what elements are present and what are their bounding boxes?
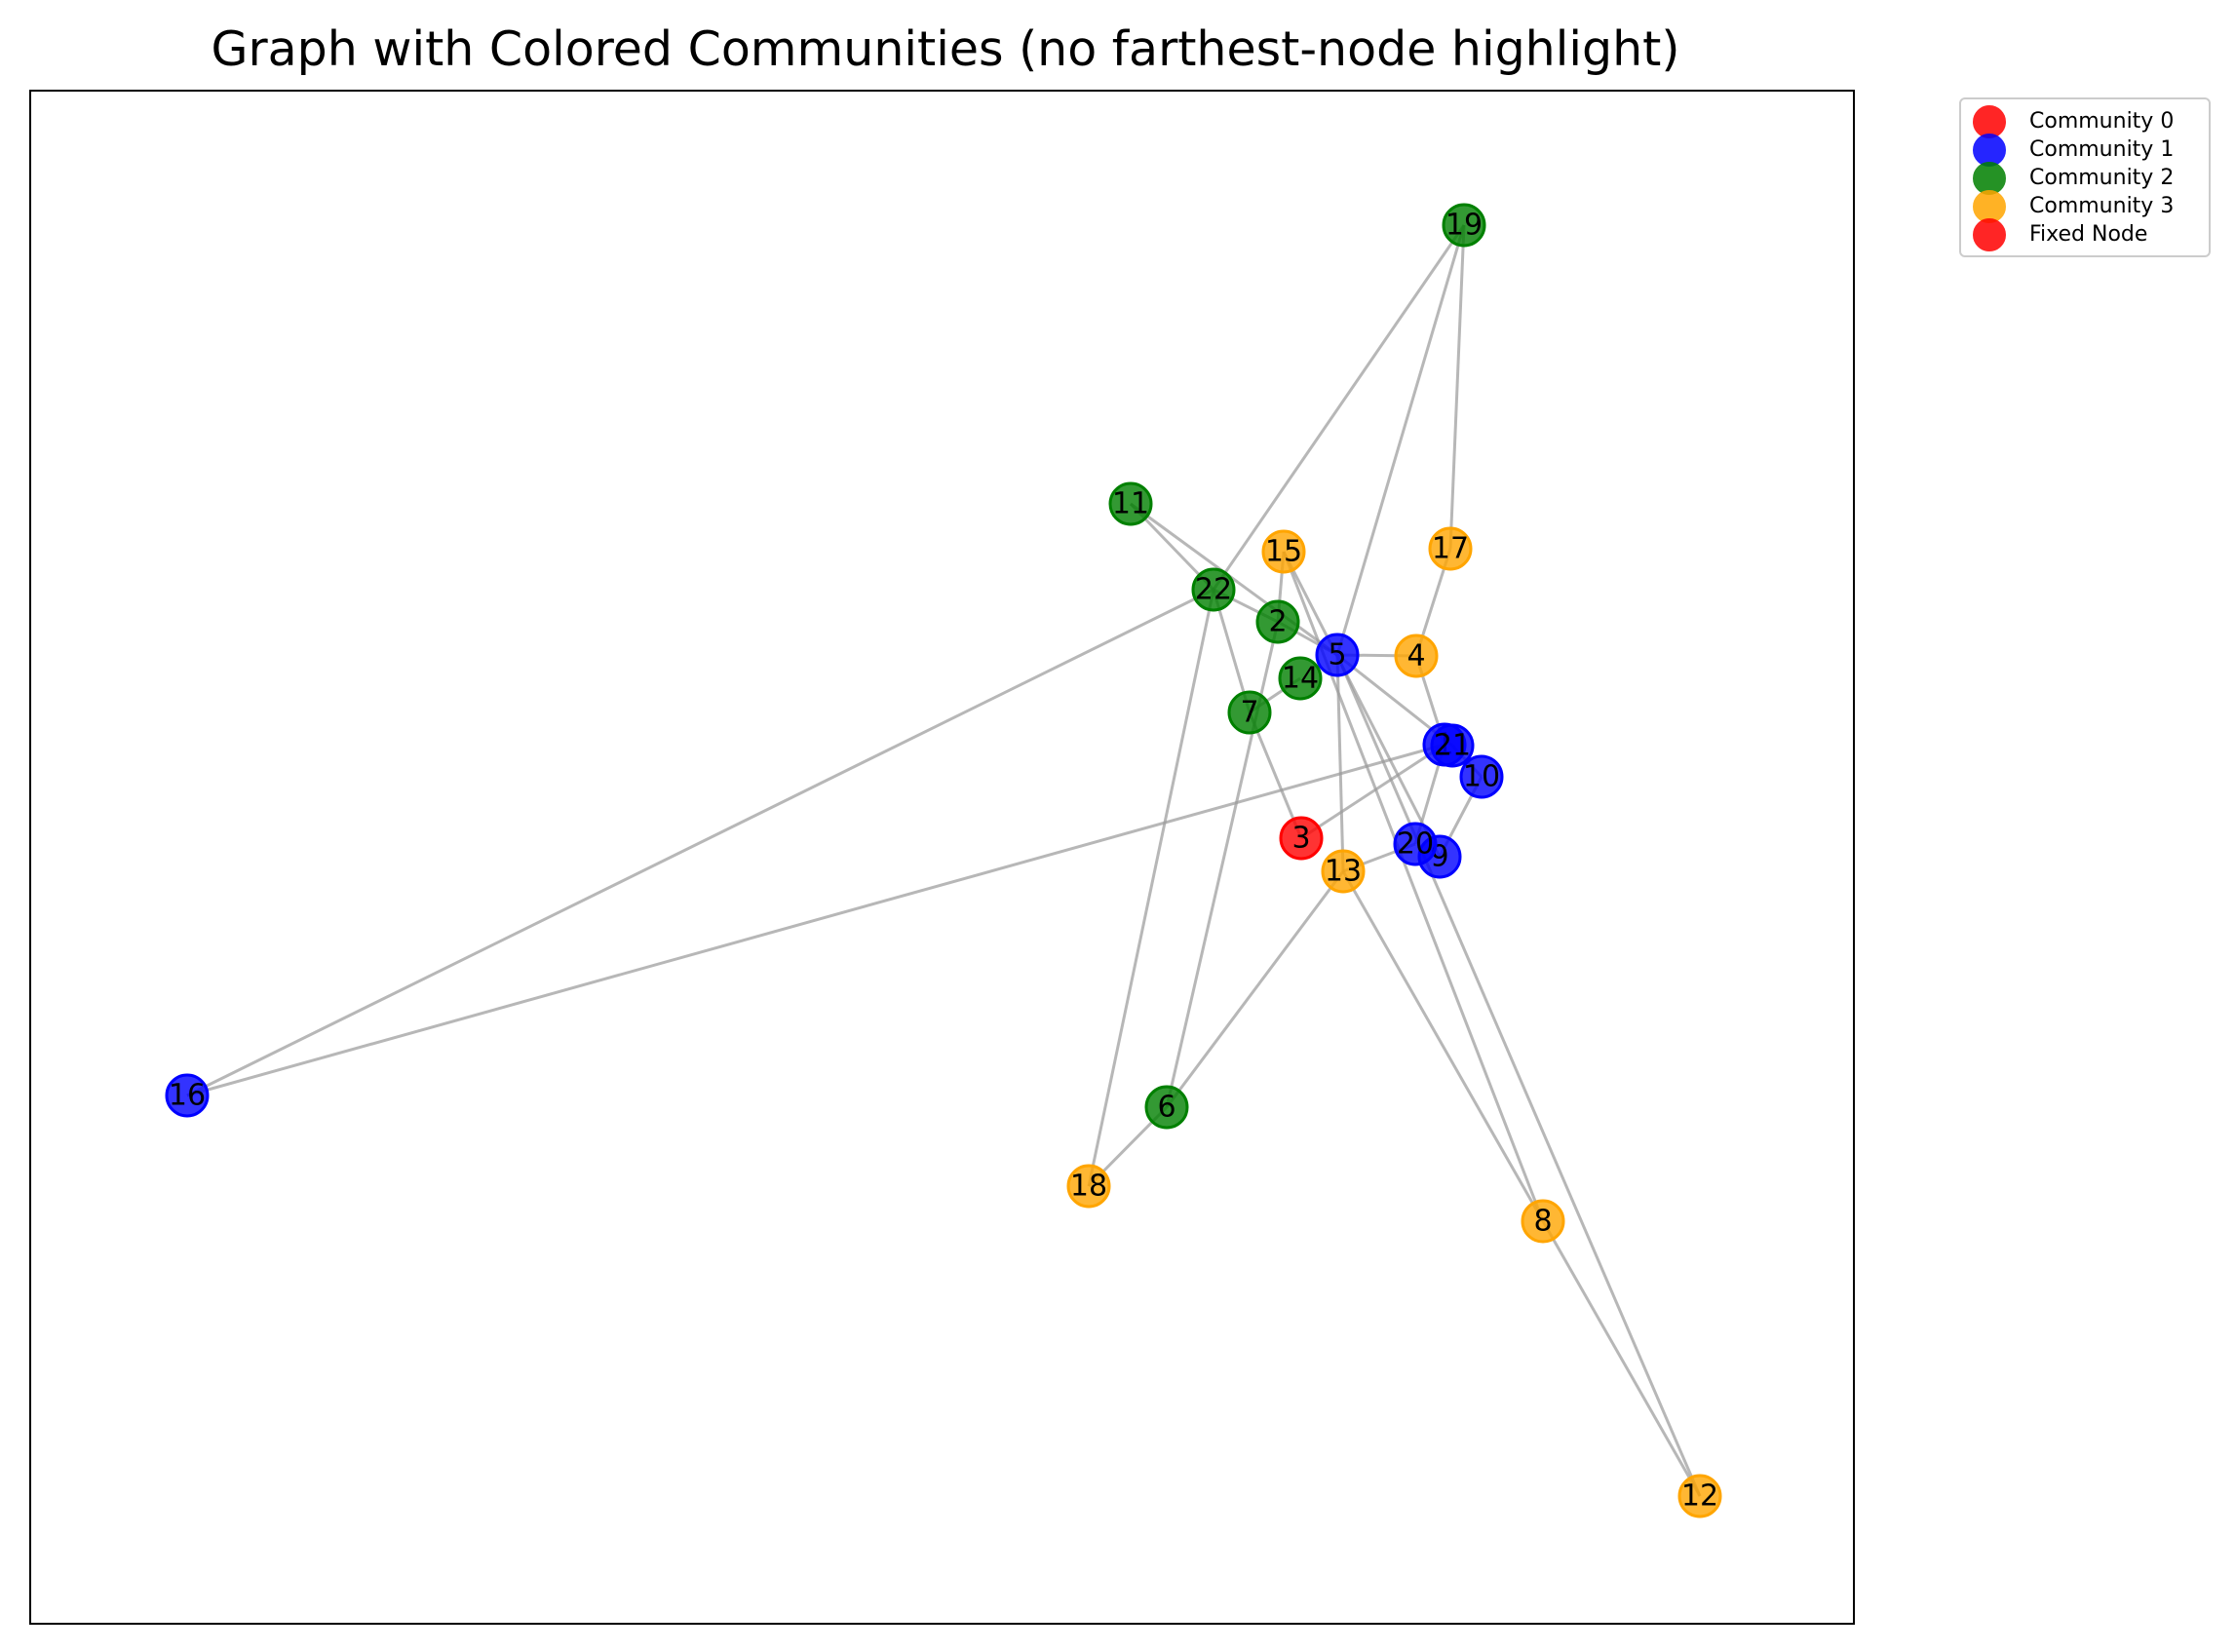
node-5: 5 [1315, 633, 1360, 677]
legend-label: Fixed Node [2029, 222, 2148, 247]
node-circle-20 [1393, 822, 1438, 866]
node-label-16: 16 [169, 1079, 206, 1113]
node-label-17: 17 [1432, 532, 1469, 566]
node-label-10: 10 [1463, 760, 1500, 794]
node-circle-5 [1315, 633, 1360, 677]
node-circle-15 [1261, 529, 1306, 574]
edge-1-3 [1300, 743, 1445, 840]
edge-19-17 [1448, 224, 1466, 550]
node-20: 20 [1393, 822, 1438, 866]
node-8: 8 [1521, 1199, 1565, 1244]
node-label-19: 19 [1445, 209, 1483, 243]
node-circle-2 [1255, 599, 1300, 644]
node-6: 6 [1144, 1085, 1189, 1130]
legend-label: Community 0 [2029, 109, 2175, 134]
legend-label: Community 3 [2029, 194, 2175, 218]
node-16: 16 [165, 1073, 210, 1118]
node-circle-3 [1279, 816, 1324, 861]
node-label-6: 6 [1157, 1091, 1175, 1125]
node-21: 21 [1430, 723, 1475, 768]
node-18: 18 [1066, 1164, 1111, 1209]
node-label-2: 2 [1268, 605, 1287, 639]
node-15: 15 [1261, 529, 1306, 574]
node-label-13: 13 [1325, 855, 1362, 889]
legend-marker [1973, 217, 2006, 251]
node-label-21: 21 [1434, 729, 1471, 763]
node-circle-4 [1394, 634, 1439, 678]
node-12: 12 [1677, 1474, 1722, 1518]
nodes-layer: 12345678910111213141516171819202122 [165, 203, 1722, 1518]
node-label-4: 4 [1407, 639, 1425, 673]
node-circle-14 [1278, 656, 1323, 701]
node-label-15: 15 [1265, 535, 1302, 569]
edge-13-8 [1341, 870, 1545, 1222]
legend: Community 0 Community 1 Community 2 Communi… [1959, 97, 2211, 257]
node-label-11: 11 [1112, 487, 1149, 521]
node-17: 17 [1428, 526, 1473, 571]
node-circle-8 [1521, 1199, 1565, 1244]
edge-22-16 [186, 588, 1214, 1097]
edge-19-5 [1335, 224, 1466, 656]
node-label-14: 14 [1282, 662, 1319, 696]
edges-layer [186, 224, 1702, 1497]
edge-13-6 [1165, 870, 1345, 1108]
node-circle-18 [1066, 1164, 1111, 1209]
node-circle-19 [1442, 203, 1486, 248]
node-19: 19 [1442, 203, 1486, 248]
node-circle-22 [1191, 567, 1236, 612]
node-label-12: 12 [1681, 1479, 1718, 1514]
edge-5-13 [1335, 654, 1345, 872]
node-14: 14 [1278, 656, 1323, 701]
edge-5-12 [1335, 654, 1702, 1497]
edge-7-3 [1248, 711, 1303, 839]
node-circle-12 [1677, 1474, 1722, 1518]
legend-entry: Community 3 [1973, 189, 2209, 223]
node-label-22: 22 [1195, 573, 1232, 607]
node-circle-21 [1430, 723, 1475, 768]
edge-22-19 [1212, 224, 1466, 591]
node-4: 4 [1394, 634, 1439, 678]
edge-22-18 [1087, 589, 1215, 1187]
node-7: 7 [1227, 690, 1272, 735]
legend-entry: Fixed Node [1973, 217, 2209, 251]
node-label-3: 3 [1291, 822, 1310, 856]
edge-15-9 [1282, 551, 1442, 858]
legend-label: Community 1 [2029, 137, 2175, 162]
node-circle-7 [1227, 690, 1272, 735]
node-label-8: 8 [1533, 1205, 1552, 1239]
node-label-5: 5 [1328, 638, 1346, 672]
legend-entry: Community 1 [1973, 133, 2209, 167]
node-circle-10 [1459, 754, 1504, 799]
legend-marker [1973, 161, 2006, 195]
legend-label: Community 2 [2029, 166, 2175, 190]
node-circle-16 [165, 1073, 210, 1118]
node-13: 13 [1321, 849, 1366, 894]
node-22: 22 [1191, 567, 1236, 612]
node-label-18: 18 [1070, 1170, 1107, 1204]
node-circle-6 [1144, 1085, 1189, 1130]
node-circle-17 [1428, 526, 1473, 571]
node-label-7: 7 [1240, 696, 1258, 730]
legend-entry: Community 2 [1973, 161, 2209, 195]
node-circle-13 [1321, 849, 1366, 894]
node-label-20: 20 [1397, 827, 1434, 862]
legend-entry: Community 0 [1973, 104, 2209, 138]
edge-8-12 [1541, 1220, 1702, 1497]
node-circle-11 [1108, 481, 1153, 526]
edge-11-5 [1130, 502, 1338, 657]
node-10: 10 [1459, 754, 1504, 799]
edge-1-16 [186, 743, 1445, 1097]
node-3: 3 [1279, 816, 1324, 861]
node-2: 2 [1255, 599, 1300, 644]
chart-title: Graph with Colored Communities (no farth… [211, 21, 1680, 77]
plot-area [29, 90, 1855, 1625]
node-11: 11 [1108, 481, 1153, 526]
